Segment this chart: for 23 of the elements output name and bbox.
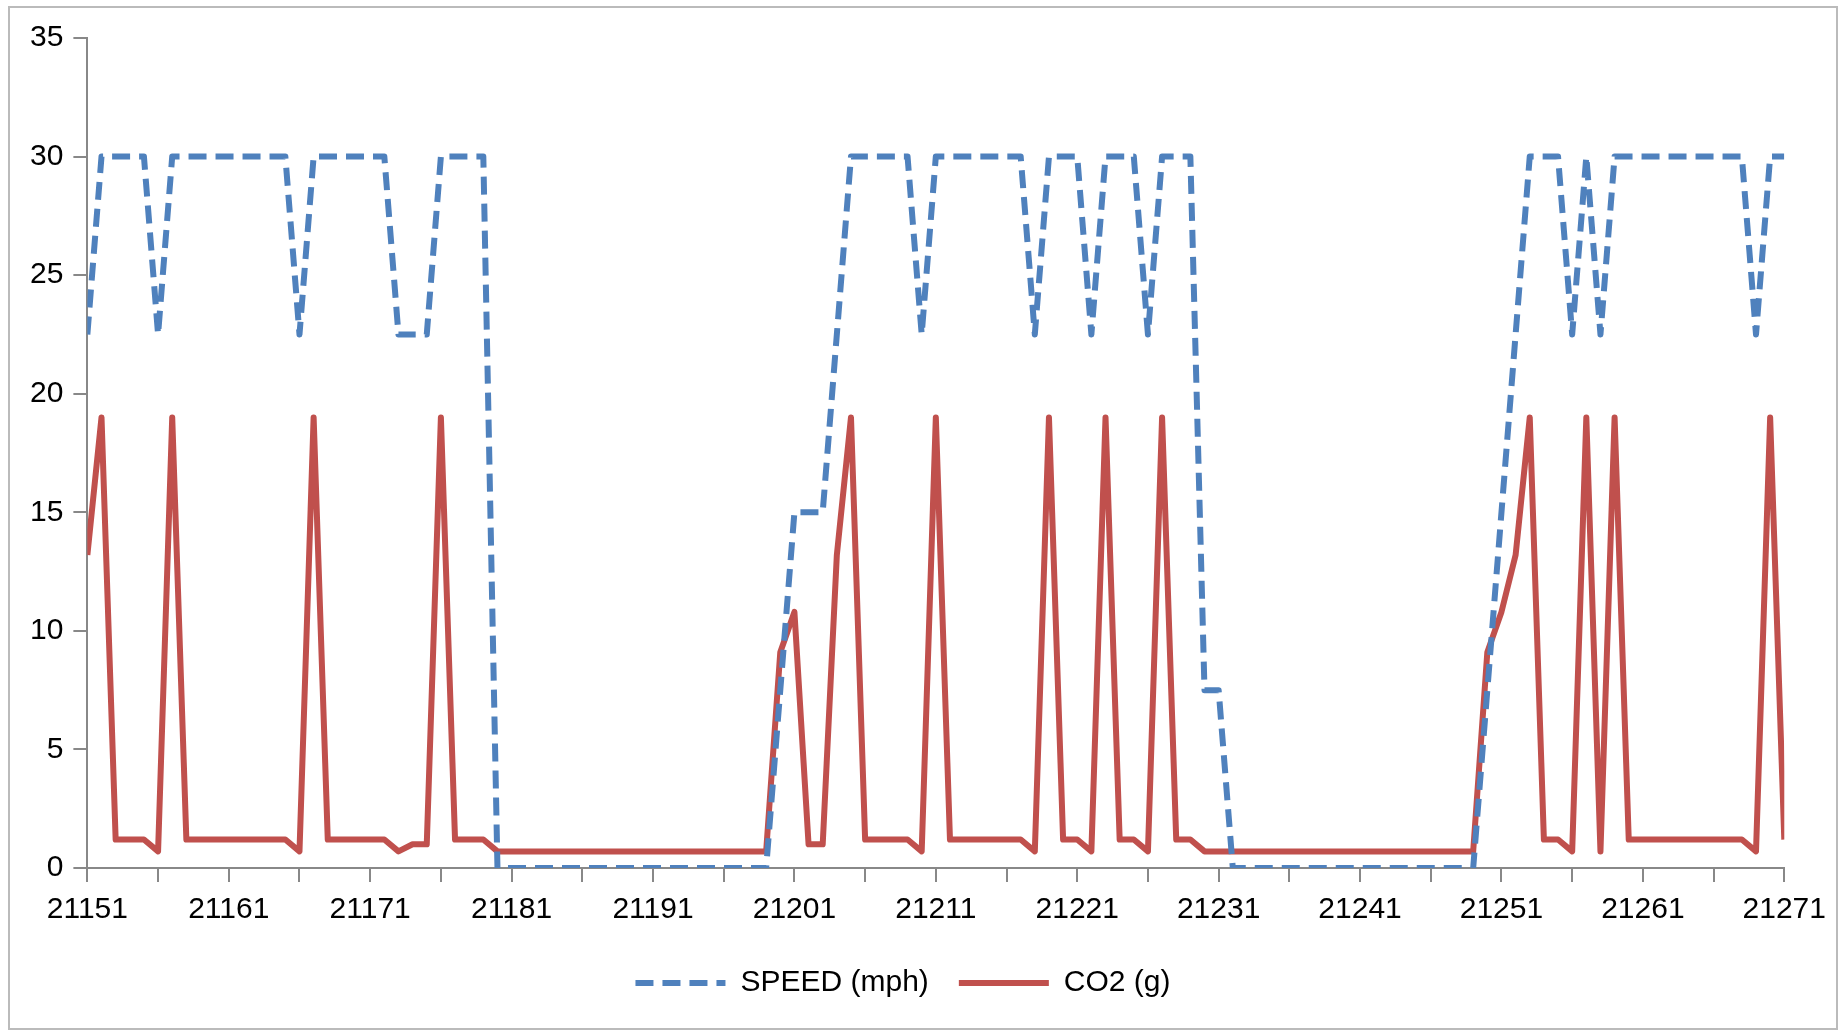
x-tick-label: 21181 [471,891,553,925]
y-tick-label: 30 [29,137,64,171]
y-tick-label: 5 [46,730,64,764]
x-tick-label: 21221 [1035,891,1119,925]
y-tick-label: 35 [29,19,64,53]
x-tick-label: 21171 [329,891,411,925]
y-tick-label: 0 [46,849,64,883]
y-tick-label: 15 [29,493,64,527]
x-tick-label: 21201 [752,891,837,925]
legend-label: CO2 (g) [1063,964,1171,998]
y-tick-label: 25 [29,256,64,290]
x-tick-label: 21151 [46,891,128,925]
x-tick-label: 21261 [1601,891,1685,925]
x-tick-label: 21271 [1742,891,1827,925]
x-tick-label: 21191 [612,891,694,925]
x-tick-label: 21211 [895,891,977,925]
x-tick-label: 21251 [1459,891,1544,925]
legend-label: SPEED (mph) [740,964,929,998]
x-tick-label: 21241 [1318,891,1402,925]
x-tick-label: 21161 [188,891,270,925]
y-tick-label: 20 [29,374,64,408]
y-tick-label: 10 [29,612,64,646]
x-tick-label: 21231 [1176,891,1261,925]
